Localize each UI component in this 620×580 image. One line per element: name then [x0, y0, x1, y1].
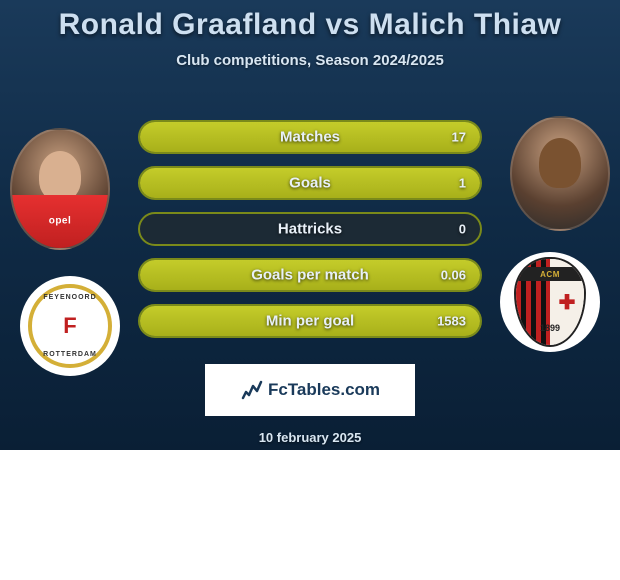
- stat-row-gpm: Goals per match 0.06: [138, 258, 482, 292]
- subtitle: Club competitions, Season 2024/2025: [0, 52, 620, 69]
- stat-fill-right: [140, 260, 480, 290]
- club-logo-right: ✚ ACM 1899: [500, 252, 600, 352]
- stat-row-mpg: Min per goal 1583: [138, 304, 482, 338]
- acmilan-year: 1899: [516, 323, 584, 333]
- stats-container: Matches 17 Goals 1 Hattricks 0 Goals per…: [138, 120, 482, 350]
- stat-fill-right: [140, 168, 480, 198]
- acmilan-letters: ACM: [540, 270, 560, 279]
- stat-label: Hattricks: [278, 221, 342, 238]
- fctables-icon: [240, 378, 264, 402]
- stat-value-right: 17: [452, 130, 466, 145]
- stat-fill-right: [140, 122, 480, 152]
- stat-value-right: 0: [459, 222, 466, 237]
- acmilan-band: ACM: [516, 267, 584, 281]
- stat-row-goals: Goals 1: [138, 166, 482, 200]
- watermark: FcTables.com: [205, 364, 415, 416]
- stat-value-right: 0.06: [441, 268, 466, 283]
- stat-value-right: 1583: [437, 314, 466, 329]
- stat-row-hattricks: Hattricks 0: [138, 212, 482, 246]
- player-left-photo: [10, 128, 110, 250]
- face-placeholder: [539, 138, 581, 188]
- page-title: Ronald Graafland vs Malich Thiaw: [0, 8, 620, 42]
- stat-fill-right: [140, 306, 480, 336]
- blank-area: [0, 450, 620, 580]
- face-placeholder: [39, 151, 81, 201]
- feyenoord-crest: F: [28, 284, 112, 368]
- player-right-photo: [510, 116, 610, 231]
- stat-row-matches: Matches 17: [138, 120, 482, 154]
- stat-value-right: 1: [459, 176, 466, 191]
- comparison-card: Ronald Graafland vs Malich Thiaw Club co…: [0, 0, 620, 450]
- acmilan-crest: ✚ ACM 1899: [514, 257, 586, 347]
- jersey-placeholder: [12, 195, 108, 248]
- date-text: 10 february 2025: [259, 430, 362, 445]
- club-logo-left: F: [20, 276, 120, 376]
- watermark-text: FcTables.com: [268, 380, 380, 400]
